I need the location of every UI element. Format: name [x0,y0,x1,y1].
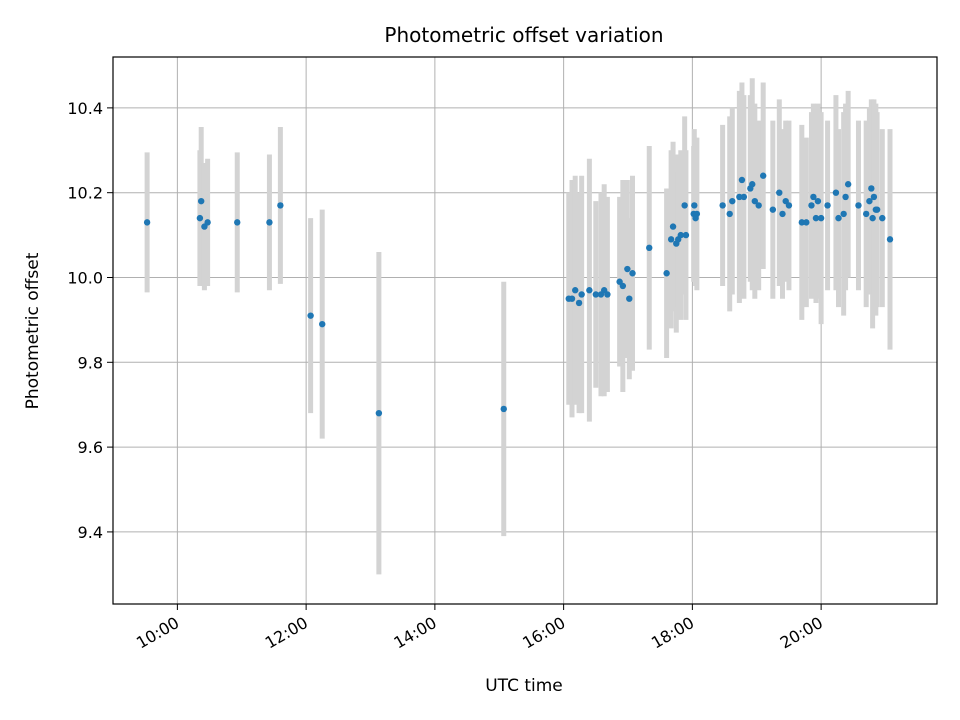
data-point [626,295,633,302]
y-tick-label: 9.6 [78,438,103,457]
data-point [824,202,831,209]
data-point [866,197,873,205]
data-point [196,214,204,222]
x-tick-label: 12:00 [262,613,311,653]
data-point [862,210,870,218]
data-point [812,214,820,222]
data-point [197,197,205,205]
data-point [808,202,815,209]
y-tick-label: 9.8 [78,353,103,372]
data-point [785,202,793,209]
data-point [575,299,583,307]
data-point [646,244,653,252]
data-point [832,189,840,196]
data-point [604,291,611,298]
data-point [886,236,894,243]
data-point [572,287,579,294]
data-point [835,214,842,222]
data-point [740,193,748,201]
data-point [691,202,698,209]
data-point [844,181,852,188]
data-point [751,197,759,205]
x-tick-label: 18:00 [648,613,697,653]
data-point [693,210,701,218]
data-point [738,176,746,184]
data-point [810,193,817,201]
data-point [868,185,875,192]
data-point [769,206,777,213]
data-points [143,172,894,417]
data-point [682,231,690,239]
y-tick-label: 10.2 [67,184,103,203]
data-point [873,206,881,213]
data-point [624,265,631,273]
data-point [277,202,284,209]
data-point [840,210,847,218]
data-point [568,295,576,302]
data-point [814,197,822,205]
data-point [726,210,733,218]
data-point [803,219,810,226]
data-point [619,282,627,290]
plot-frame [112,56,938,605]
y-axis-label: Photometric offset [23,252,43,409]
data-point [736,193,743,201]
chart-title: Photometric offset variation [384,23,663,47]
data-point [879,214,886,222]
data-point [755,202,762,209]
data-point [629,270,636,277]
data-point [592,291,600,298]
data-point [578,291,585,298]
y-tick-label: 9.4 [78,523,103,542]
data-point [798,219,806,226]
error-bars [144,78,893,575]
data-point [500,405,507,413]
data-point [776,189,783,196]
data-point [143,219,151,226]
data-point [759,172,767,179]
data-point [234,219,241,226]
data-point [375,409,383,417]
data-point [663,270,670,277]
y-axis-ticks: 9.4 9.6 9.8 10.0 10.2 10.4 [67,99,113,542]
data-point [870,193,878,201]
data-point [681,202,688,209]
data-point [719,202,726,209]
data-point [667,236,675,243]
x-tick-label: 14:00 [390,613,439,653]
data-point [204,219,211,226]
data-point [869,214,876,222]
x-axis-label: UTC time [485,676,563,696]
y-tick-label: 10.4 [67,99,103,118]
y-tick-label: 10.0 [67,268,103,287]
data-point [586,287,593,294]
data-point [669,223,677,230]
data-point [779,210,786,218]
x-tick-label: 10:00 [133,613,182,653]
data-point [729,197,736,205]
data-point [855,202,862,209]
data-point [307,312,314,319]
data-point [677,231,684,239]
data-point [319,320,326,328]
data-point [817,214,825,222]
x-axis-ticks: 10:00 12:00 14:00 16:00 18:00 20:00 [133,604,826,653]
x-tick-label: 20:00 [777,613,826,653]
data-point [266,219,273,226]
data-point [842,193,849,201]
data-point [749,181,756,188]
x-tick-label: 16:00 [519,613,568,653]
